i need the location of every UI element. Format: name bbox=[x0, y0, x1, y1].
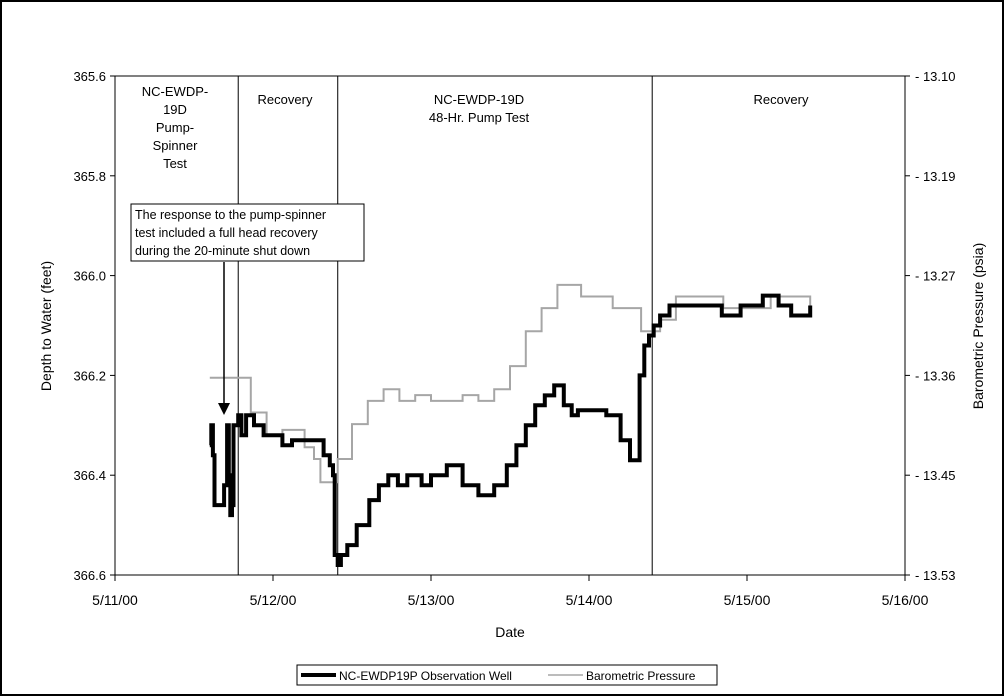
x-tick-label: 5/13/00 bbox=[408, 592, 455, 608]
x-tick-label: 5/14/00 bbox=[566, 592, 613, 608]
y-tick-label: 366.0 bbox=[73, 269, 106, 284]
y-tick-label: 366.4 bbox=[73, 468, 106, 483]
period-label: Recovery bbox=[258, 92, 313, 107]
period-label: Test bbox=[163, 156, 187, 171]
y2-tick-label: - 13.53 bbox=[915, 568, 955, 583]
period-label: 48-Hr. Pump Test bbox=[429, 110, 530, 125]
y2-tick-label: - 13.27 bbox=[915, 269, 955, 284]
y2-tick-label: - 13.45 bbox=[915, 468, 955, 483]
x-tick-label: 5/11/00 bbox=[92, 592, 138, 608]
y-tick-label: 366.2 bbox=[73, 368, 106, 383]
callout-text: The response to the pump-spinner test inc… bbox=[135, 208, 326, 258]
y-tick-label: 366.6 bbox=[73, 568, 106, 583]
series-line-observation-well bbox=[209, 293, 813, 567]
x-tick-label: 5/15/00 bbox=[724, 592, 771, 608]
x-tick-label: 5/12/00 bbox=[250, 592, 297, 608]
callout-box bbox=[130, 203, 365, 262]
arrow-down-icon bbox=[218, 403, 230, 415]
right-axis: - 13.10 - 13.19 - 13.27 - 13.36 - 13.45 - 13.… bbox=[905, 69, 955, 583]
legend-box bbox=[296, 664, 718, 686]
period-label: Pump- bbox=[156, 120, 194, 135]
legend-label-well: NC-EWDP19P Observation Well bbox=[339, 669, 512, 683]
plot-area bbox=[114, 75, 906, 576]
period-label: NC-EWDP- bbox=[142, 84, 208, 99]
left-axis: 365.6 365.8 366.0 366.2 366.4 366.6 bbox=[73, 69, 115, 583]
x-axis: 5/11/00 5/12/00 5/13/00 5/14/00 5/15/00 5/16/… bbox=[92, 575, 929, 608]
callout-line: test included a full head recovery bbox=[135, 226, 318, 240]
y-tick-label: 365.8 bbox=[73, 169, 106, 184]
x-tick-label: 5/16/00 bbox=[882, 592, 929, 608]
period-label: Spinner bbox=[153, 138, 198, 153]
period-label: NC-EWDP-19D bbox=[434, 92, 524, 107]
callout-line: during the 20-minute shut down bbox=[135, 244, 310, 258]
legend: NC-EWDP19P Observation Well Barometric P… bbox=[296, 664, 718, 686]
period-label: Recovery bbox=[754, 92, 809, 107]
y2-tick-label: - 13.19 bbox=[915, 169, 955, 184]
period-label: 19D bbox=[163, 102, 187, 117]
y-axis-title-right: Barometric Pressure (psia) bbox=[970, 243, 986, 410]
callout: The response to the pump-spinner test inc… bbox=[130, 203, 365, 415]
callout-line: The response to the pump-spinner bbox=[135, 208, 326, 222]
y2-tick-label: - 13.36 bbox=[915, 368, 955, 383]
y-tick-label: 365.6 bbox=[73, 69, 106, 84]
y-axis-title-left: Depth to Water (feet) bbox=[38, 261, 54, 391]
y2-tick-label: - 13.10 bbox=[915, 69, 955, 84]
legend-label-pressure: Barometric Pressure bbox=[586, 669, 696, 683]
series-layer bbox=[209, 283, 813, 567]
x-axis-title: Date bbox=[495, 624, 525, 640]
